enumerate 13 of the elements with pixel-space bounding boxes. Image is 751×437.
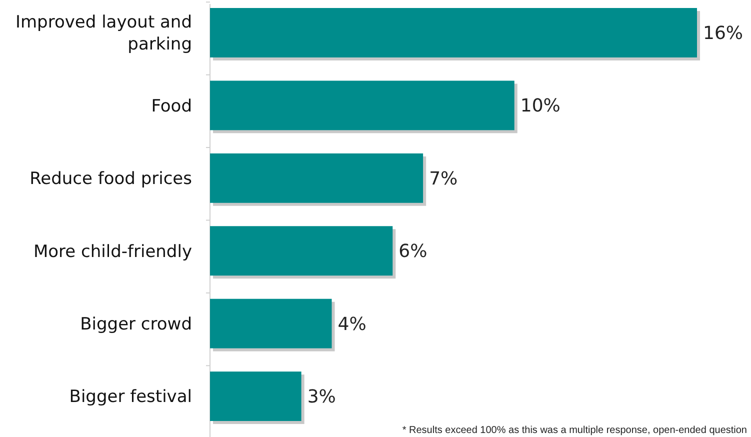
annotation: * Results exceed 100% as this was a multiple response, open-ended question <box>402 425 747 436</box>
y-tick-label: Improved layout and parking <box>15 12 192 55</box>
y-tick-label: Bigger crowd <box>80 314 192 335</box>
y-tick-label: More child-friendly <box>33 242 192 262</box>
y-tick-label: Food <box>151 96 192 116</box>
data-label: 16% <box>703 23 744 44</box>
y-tick-label: Bigger festival <box>69 387 192 408</box>
data-label: 10% <box>520 96 560 117</box>
data-label: 7% <box>429 168 458 190</box>
data-label: 3% <box>307 386 336 408</box>
data-label: 4% <box>338 314 366 335</box>
data-label: 6% <box>398 241 428 262</box>
y-tick-label: Reduce food prices <box>30 169 192 190</box>
